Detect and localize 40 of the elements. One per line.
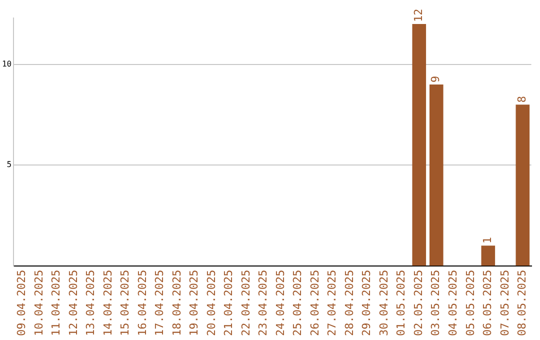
y-tick-label: 5 bbox=[6, 160, 12, 170]
x-tick-label: 14.04.2025 bbox=[101, 270, 114, 336]
bar bbox=[412, 24, 426, 266]
bar bbox=[429, 84, 444, 266]
x-tick-label: 24.04.2025 bbox=[274, 270, 287, 336]
x-tick-label: 21.04.2025 bbox=[222, 270, 236, 336]
x-tick-label: 27.04.2025 bbox=[326, 270, 339, 336]
x-tick-label: 17.04.2025 bbox=[153, 270, 166, 336]
bar bbox=[481, 246, 496, 266]
x-tick-label: 29.04.2025 bbox=[360, 270, 374, 336]
x-tick-label: 28.04.2025 bbox=[342, 270, 356, 336]
x-tick-label: 03.05.2025 bbox=[429, 270, 442, 336]
x-tick-label: 05.05.2025 bbox=[464, 270, 477, 336]
x-tick-label: 19.04.2025 bbox=[188, 270, 201, 336]
x-tick-label: 22.04.2025 bbox=[239, 270, 252, 336]
data-label: 8 bbox=[516, 96, 529, 103]
x-tick-label: 08.05.2025 bbox=[516, 270, 529, 336]
x-tick-label: 06.05.2025 bbox=[481, 270, 494, 336]
data-label: 12 bbox=[412, 8, 425, 22]
x-tick-label: 25.04.2025 bbox=[291, 270, 304, 336]
x-tick-label: 12.04.2025 bbox=[66, 270, 80, 336]
data-label: 9 bbox=[429, 76, 442, 82]
x-tick-label: 02.05.2025 bbox=[412, 270, 425, 336]
x-tick-label: 16.04.2025 bbox=[136, 270, 149, 336]
x-tick-label: 15.04.2025 bbox=[118, 270, 132, 336]
bar bbox=[516, 104, 530, 266]
x-tick-label: 10.04.2025 bbox=[32, 270, 46, 336]
x-tick-label: 20.04.2025 bbox=[204, 270, 218, 336]
x-tick-label: 30.04.2025 bbox=[377, 270, 390, 336]
x-tick-label: 23.04.2025 bbox=[256, 270, 270, 336]
x-tick-label: 09.04.2025 bbox=[15, 270, 28, 336]
y-tick-label: 10 bbox=[2, 59, 12, 68]
x-tick-label: 07.05.2025 bbox=[498, 270, 512, 336]
data-label: 1 bbox=[481, 237, 494, 244]
x-tick-label: 18.04.2025 bbox=[170, 270, 184, 336]
x-tick-label: 11.04.2025 bbox=[50, 270, 63, 336]
x-tick-label: 04.05.2025 bbox=[446, 270, 460, 336]
x-tick-label: 13.04.2025 bbox=[84, 270, 98, 336]
x-tick-label: 01.05.2025 bbox=[394, 270, 408, 336]
x-tick-label: 26.04.2025 bbox=[308, 270, 322, 336]
